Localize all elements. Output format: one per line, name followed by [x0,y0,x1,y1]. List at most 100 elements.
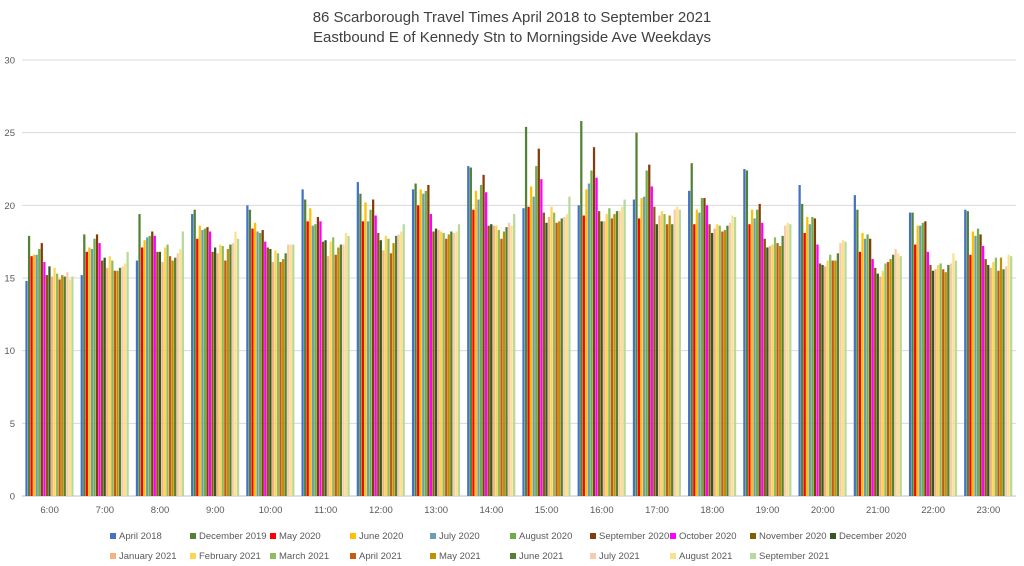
bar-may-2020 [637,218,641,496]
bar-december-2019 [745,170,749,496]
bar-october-2020 [595,177,598,496]
bar-march-2021 [166,244,169,496]
bar-december-2020 [103,257,106,496]
bar-july-2021 [66,272,69,496]
bar-july-2020 [90,248,94,496]
bar-july-2020 [808,224,811,496]
bar-july-2021 [342,244,345,496]
bar-september-2021 [899,256,902,496]
bar-november-2020 [984,259,987,496]
bar-april-2018 [688,190,691,497]
bar-december-2019 [304,199,307,496]
bar-april-2021 [886,262,890,496]
x-tick-label: 14:00 [479,505,503,516]
legend-swatch [590,553,596,559]
y-tick-label: 25 [4,128,15,139]
bar-april-2018 [743,169,746,496]
bar-march-2021 [111,260,114,496]
bar-august-2020 [645,170,648,496]
bar-june-2020 [143,240,146,496]
legend-swatch [590,533,596,539]
bar-may-2020 [361,221,365,496]
x-tick-label: 10:00 [259,505,283,516]
bar-july-2021 [784,225,787,496]
legend-label: April 2018 [119,530,162,542]
y-tick-label: 0 [10,492,15,503]
bar-october-2020 [208,231,212,496]
bar-september-2020 [758,203,761,496]
bar-january-2021 [989,267,992,496]
bar-august-2020 [259,232,262,497]
bar-august-2021 [234,231,237,496]
bar-april-2021 [610,218,614,496]
bar-september-2020 [813,218,817,496]
bar-june-2020 [88,247,91,496]
bar-december-2019 [966,211,969,496]
bar-december-2019 [193,209,196,496]
legend-item: February 2021 [190,551,270,562]
bar-september-2020 [482,174,485,496]
bar-august-2021 [897,253,900,496]
bar-april-2018 [25,280,28,496]
bar-july-2021 [452,232,455,497]
bar-october-2020 [816,244,819,496]
bar-february-2021 [219,244,222,496]
bar-october-2020 [153,235,156,496]
bar-august-2021 [1007,254,1010,496]
bar-february-2021 [274,250,277,496]
bar-january-2021 [161,262,164,496]
bar-august-2020 [93,238,96,496]
bar-july-2021 [507,222,511,497]
bar-december-2020 [490,224,493,496]
bar-october-2020 [43,262,46,496]
y-tick-label: 30 [4,56,15,67]
bar-july-2021 [1004,266,1008,496]
bar-march-2021 [663,214,666,496]
x-tick-label: 20:00 [811,505,835,516]
bar-december-2019 [580,121,583,496]
bar-may-2021 [999,257,1003,496]
bar-june-2021 [450,231,453,496]
bar-february-2021 [550,206,553,496]
legend-swatch [350,533,356,539]
legend-label: March 2021 [279,550,330,562]
bar-may-2020 [30,256,33,496]
y-tick-label: 20 [4,201,15,212]
bar-december-2019 [469,167,472,496]
bar-september-2021 [1010,256,1013,496]
bar-july-2021 [563,216,566,496]
bar-april-2018 [522,208,525,497]
bar-december-2019 [690,163,693,497]
bar-january-2021 [879,276,882,496]
bar-june-2021 [671,224,674,496]
legend-item: September 2020 [590,531,670,542]
bar-july-2020 [753,218,756,496]
bar-december-2019 [27,235,31,496]
bar-january-2021 [326,256,330,496]
bar-may-2020 [803,232,806,497]
bar-august-2021 [841,240,845,496]
bar-may-2021 [116,270,119,496]
bar-april-2018 [135,260,139,496]
bar-january-2021 [768,246,772,496]
bar-november-2020 [377,232,380,497]
bar-june-2020 [585,189,588,496]
bar-august-2020 [424,190,427,497]
legend-item: December 2019 [190,531,270,542]
legend-swatch [270,533,276,539]
bar-june-2021 [229,244,232,496]
bar-september-2021 [844,241,847,496]
bar-december-2020 [158,251,162,496]
bar-april-2021 [831,260,834,496]
bar-february-2021 [992,262,995,496]
bar-june-2021 [947,264,950,496]
bar-september-2020 [979,234,982,496]
bar-april-2018 [577,205,580,497]
bar-july-2021 [949,263,952,496]
bar-january-2021 [713,228,716,496]
bar-december-2019 [911,212,914,496]
bar-september-2020 [372,199,375,496]
bar-november-2020 [929,264,932,496]
legend-item: October 2020 [670,531,750,542]
bar-july-2020 [256,231,259,496]
